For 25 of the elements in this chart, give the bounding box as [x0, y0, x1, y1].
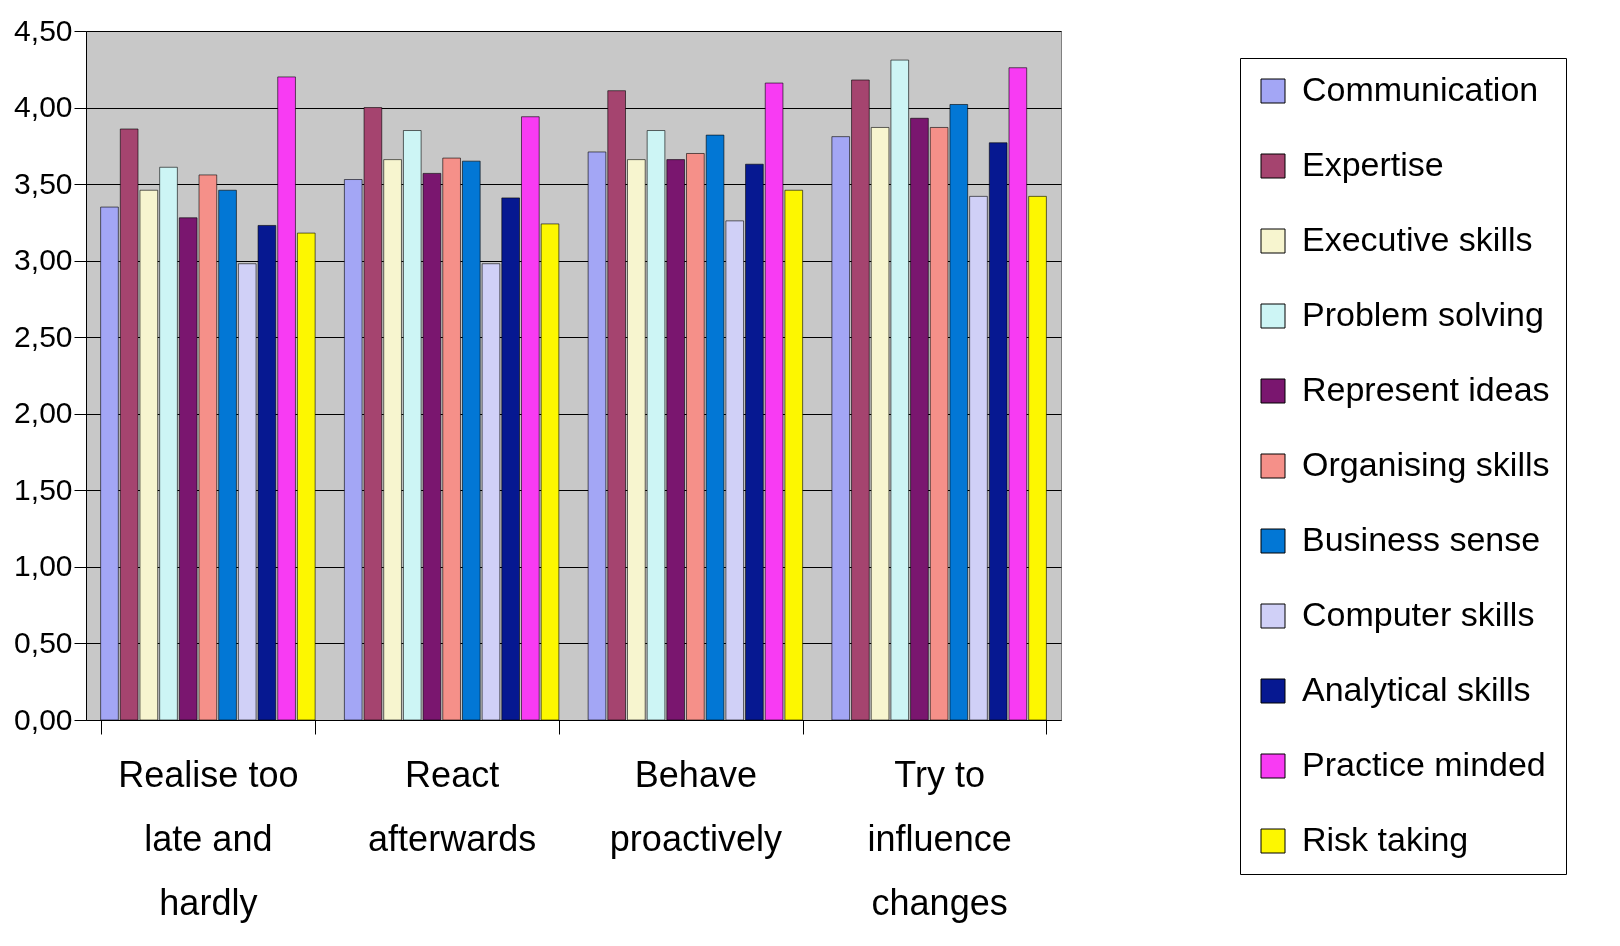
y-tick-label: 2,50	[14, 319, 73, 353]
legend-label: Risk taking	[1302, 820, 1469, 858]
legend-label: Analytical skills	[1302, 670, 1531, 708]
x-tick-label: React afterwards	[368, 753, 537, 859]
y-tick-label: 4,00	[14, 90, 73, 124]
y-tick-label: 1,00	[14, 549, 73, 583]
legend-label: Executive skills	[1302, 220, 1533, 258]
y-tick-label: 0,50	[14, 625, 73, 659]
x-tick-label: Try to influence changes	[867, 753, 1012, 923]
y-tick-label: 0,00	[14, 702, 73, 736]
legend-label: Communication	[1302, 70, 1539, 108]
y-tick-label: 1,50	[14, 472, 73, 506]
x-tick-label: Behave proactively	[609, 753, 782, 859]
y-tick-label: 3,50	[14, 166, 73, 200]
legend-label: Organising skills	[1302, 445, 1550, 483]
legend-label: Represent ideas	[1302, 370, 1550, 408]
legend-label: Business sense	[1302, 520, 1541, 558]
legend-label: Expertise	[1302, 145, 1444, 183]
legend-label: Problem solving	[1302, 295, 1544, 333]
legend-label: Computer skills	[1302, 595, 1535, 633]
x-tick-label: Realise too late and hardly	[118, 753, 299, 923]
y-tick-label: 2,00	[14, 396, 73, 430]
y-tick-label: 3,00	[14, 243, 73, 277]
legend-label: Practice minded	[1302, 745, 1546, 783]
y-tick-label: 4,50	[14, 13, 73, 47]
